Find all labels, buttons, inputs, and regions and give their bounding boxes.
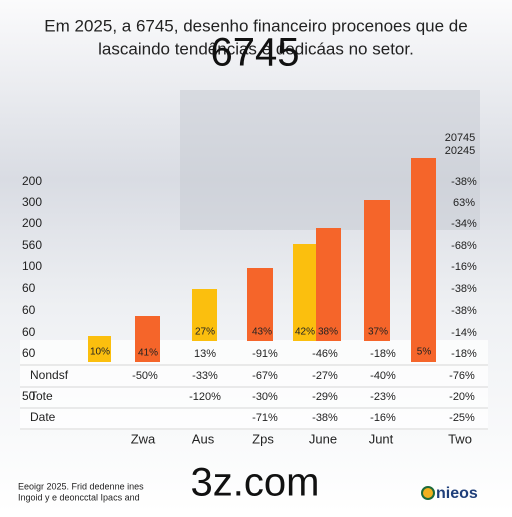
table-cell: -25% xyxy=(449,412,475,424)
left-label: 100 xyxy=(22,259,42,273)
footer-domain: 3z.com xyxy=(191,461,320,505)
bar-label: 5% xyxy=(417,347,432,358)
category-label: Junt xyxy=(369,431,394,446)
table-cell: -29% xyxy=(312,391,338,403)
left-label: 60 xyxy=(22,281,36,295)
table-cell: -38% xyxy=(312,412,338,424)
bar xyxy=(316,228,341,341)
bar-label: 10% xyxy=(90,347,110,358)
title-line: Em 2025, a 6745, desenho financeiro proc… xyxy=(44,16,467,35)
table-cell: -18% xyxy=(370,348,396,360)
right-label: -14% xyxy=(451,327,477,339)
category-label: Aus xyxy=(192,431,215,446)
left-label: 60 xyxy=(22,303,36,317)
table-cell: -91% xyxy=(252,348,278,360)
bar xyxy=(135,316,160,362)
bar xyxy=(192,289,217,341)
right-label: -38% xyxy=(451,305,477,317)
category-label: June xyxy=(309,431,337,446)
legend-year: 20245 xyxy=(445,145,476,157)
category-label: Zwa xyxy=(131,431,156,446)
left-label: 560 xyxy=(22,238,42,252)
left-label: 60 xyxy=(22,325,36,339)
category-label: Two xyxy=(448,431,472,446)
bar xyxy=(293,244,317,341)
table-cell: -23% xyxy=(370,391,396,403)
bar xyxy=(364,200,390,341)
row-label: Tote xyxy=(30,389,53,403)
table-cell: -27% xyxy=(312,370,338,382)
row-label: Nondsf xyxy=(30,368,69,382)
table-cell: -50% xyxy=(132,370,158,382)
row-label: Date xyxy=(30,410,56,424)
bar-label: 37% xyxy=(368,327,388,338)
right-label: 63% xyxy=(453,197,475,209)
right-label: -68% xyxy=(451,240,477,252)
table-cell: -120% xyxy=(189,391,221,403)
table-cell: -67% xyxy=(252,370,278,382)
bar-label: 42% xyxy=(295,327,315,338)
right-label: -38% xyxy=(451,176,477,188)
footer-note: Eeoigr 2025. Frid dedenne ines xyxy=(18,481,144,491)
bar-label: 43% xyxy=(252,327,272,338)
logo-icon xyxy=(421,486,435,500)
bar xyxy=(411,158,436,362)
right-label: -34% xyxy=(451,218,477,230)
bar-label: 27% xyxy=(195,327,215,338)
left-label: 200 xyxy=(22,216,42,230)
bar xyxy=(88,336,111,362)
left-label: 60 xyxy=(22,346,36,360)
table-cell: -46% xyxy=(312,348,338,360)
table-cell: -40% xyxy=(370,370,396,382)
left-label: 300 xyxy=(22,195,42,209)
category-label: Zps xyxy=(252,431,274,446)
right-label: -38% xyxy=(451,283,477,295)
left-label: 200 xyxy=(22,174,42,188)
table-cell: -33% xyxy=(192,370,218,382)
bar-label: 41% xyxy=(138,348,158,359)
right-label: -18% xyxy=(451,348,477,360)
legend-year: 20745 xyxy=(445,132,476,144)
right-label: -16% xyxy=(451,261,477,273)
table-cell: -71% xyxy=(252,412,278,424)
table-cell: -76% xyxy=(449,370,475,382)
table-cell: -16% xyxy=(370,412,396,424)
overlay-number: 6745 xyxy=(211,31,300,75)
bar xyxy=(247,268,273,341)
title-line: lascaindo tendências e dedicáas no setor… xyxy=(98,39,414,58)
footer-note: Ingoid y e deoncctal Ipacs and xyxy=(18,492,140,502)
bar-label: 38% xyxy=(318,327,338,338)
table-cell: 13% xyxy=(194,348,216,360)
logo: nieos xyxy=(436,485,478,502)
table-cell: -20% xyxy=(449,391,475,403)
table-cell: -30% xyxy=(252,391,278,403)
side-label: 50 xyxy=(22,389,36,403)
table-lines xyxy=(20,364,488,430)
bars xyxy=(88,158,436,362)
